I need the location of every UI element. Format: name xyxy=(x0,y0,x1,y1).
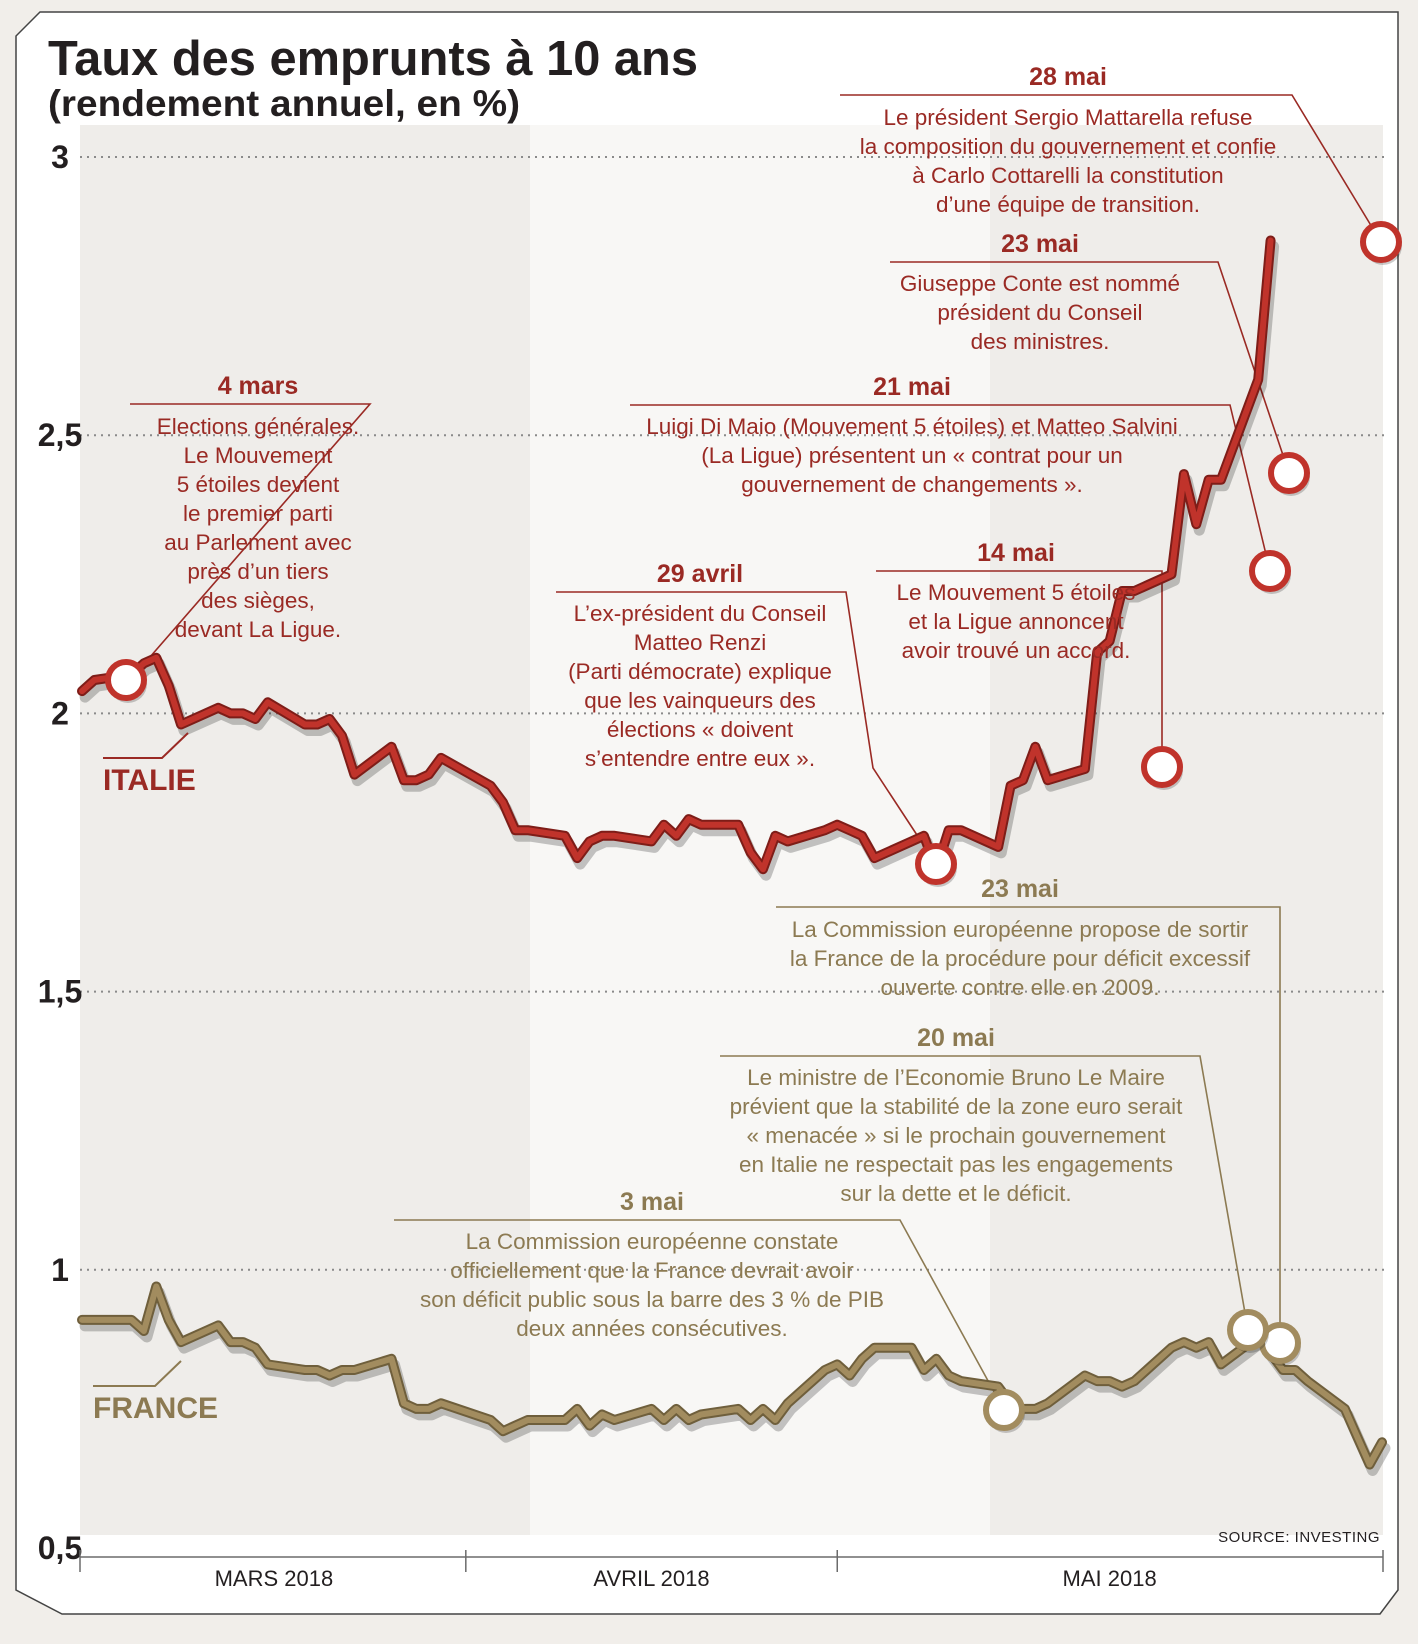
annotation-text-line: La Commission européenne propose de sort… xyxy=(792,917,1249,942)
annotation-leader xyxy=(556,591,937,865)
annotation-marker xyxy=(105,659,147,701)
annotation-marker xyxy=(1249,550,1291,592)
source-note: SOURCE: INVESTING xyxy=(1218,1529,1380,1546)
annotation-text-line: Giuseppe Conte est nommé xyxy=(900,271,1180,296)
annotation-text-line: deux années consécutives. xyxy=(516,1316,787,1341)
x-axis: MARS 2018 AVRIL 2018 MAI 2018 xyxy=(79,1550,1384,1591)
annotations: 4 mars Elections générales. Le Mouvement 5 … xyxy=(157,63,1277,1341)
annotation-leader xyxy=(890,261,1290,474)
annotation-leader xyxy=(394,1219,1005,1411)
chart-subtitle: (rendement annuel, en %) xyxy=(48,83,520,124)
annotation-text-line: gouvernement de changements ». xyxy=(741,472,1082,497)
annotation-date: 3 mai xyxy=(620,1188,684,1216)
annotation-markers xyxy=(105,221,1402,1433)
annotation-text-line: près d’un tiers xyxy=(187,559,328,584)
annotation-leader xyxy=(630,404,1271,572)
annotation-text-line: Matteo Renzi xyxy=(634,630,767,655)
y-axis: 3 2,5 2 1,5 1 0,5 xyxy=(38,139,82,1566)
y-tick-label: 1 xyxy=(51,1252,69,1288)
series-label-slash xyxy=(103,732,189,759)
annotation-leader xyxy=(720,1055,1249,1331)
x-tick-label: MARS 2018 xyxy=(215,1566,334,1591)
annotation-text-line: d’une équipe de transition. xyxy=(936,192,1200,217)
annotation-date: 29 avril xyxy=(657,560,743,588)
grid xyxy=(80,156,1385,1271)
annotation-date: 14 mai xyxy=(977,539,1055,567)
annotation-text-line: la composition du gouvernement et confie xyxy=(860,134,1277,159)
y-tick-label: 2,5 xyxy=(38,417,82,453)
annotation-text-line: (Parti démocrate) explique xyxy=(568,659,832,684)
annotation-date: 4 mars xyxy=(218,372,299,400)
annotation-text-line: au Parlement avec xyxy=(164,530,352,555)
series-label-italie: ITALIE xyxy=(103,764,196,797)
annotation-date: 23 mai xyxy=(1001,230,1079,258)
chart-title: Taux des emprunts à 10 ans xyxy=(48,32,698,86)
annotation-leader xyxy=(776,906,1281,1343)
annotation-marker xyxy=(1141,746,1183,788)
x-tick-label: AVRIL 2018 xyxy=(593,1566,709,1591)
annotation-leaders xyxy=(129,94,1382,1411)
annotation-text-line: devant La Ligue. xyxy=(175,617,341,642)
annotation-text-line: élections « doivent xyxy=(607,717,794,742)
annotation-text-line: avoir trouvé un accord. xyxy=(902,638,1131,663)
annotation-leader xyxy=(840,94,1382,243)
y-tick-label: 1,5 xyxy=(38,974,82,1010)
annotation-text-line: ouverte contre elle en 2009. xyxy=(881,975,1160,1000)
annotation-text-line: et la Ligue annoncent xyxy=(908,609,1124,634)
annotation-text-line: La Commission européenne constate xyxy=(466,1229,839,1254)
annotation-date: 20 mai xyxy=(917,1024,995,1052)
annotation-date: 21 mai xyxy=(873,373,951,401)
annotation-text-line: en Italie ne respectait pas les engageme… xyxy=(739,1152,1173,1177)
series-label-france: FRANCE xyxy=(93,1392,218,1425)
series-label-slash xyxy=(93,1360,182,1387)
y-tick-label: 3 xyxy=(51,139,69,175)
annotation-marker xyxy=(1227,1309,1269,1351)
series-shadow xyxy=(79,1287,1391,1476)
annotation-text-line: la France de la procédure pour déficit e… xyxy=(790,946,1251,971)
annotation-text-line: Le ministre de l’Economie Bruno Le Maire xyxy=(747,1065,1165,1090)
annotation-marker xyxy=(983,1389,1025,1431)
annotation-text-line: à Carlo Cottarelli la constitution xyxy=(912,163,1223,188)
annotation-text-line: (La Ligue) présentent un « contrat pour … xyxy=(701,443,1123,468)
plot-band-may xyxy=(990,125,1383,1535)
annotation-text-line: Le président Sergio Mattarella refuse xyxy=(884,105,1253,130)
series-line-france xyxy=(79,1283,1385,1468)
series xyxy=(77,235,1391,1476)
annotation-text-line: des ministres. xyxy=(971,329,1110,354)
annotation-text-line: 5 étoiles devient xyxy=(177,472,340,497)
annotation-leader xyxy=(129,403,372,681)
series-line-italie xyxy=(79,237,1274,873)
y-tick-label: 0,5 xyxy=(38,1530,82,1566)
annotation-text-line: Le Mouvement 5 étoiles xyxy=(897,580,1136,605)
annotation-marker xyxy=(915,843,957,885)
annotation-text-line: Luigi Di Maio (Mouvement 5 étoiles) et M… xyxy=(646,414,1178,439)
annotation-text-line: officiellement que la France devrait avo… xyxy=(450,1258,854,1283)
annotation-text-line: sur la dette et le déficit. xyxy=(840,1181,1071,1206)
series-labels: ITALIE FRANCE xyxy=(93,732,218,1425)
y-tick-label: 2 xyxy=(51,695,69,731)
annotation-text-line: le premier parti xyxy=(183,501,333,526)
annotation-text-line: L’ex-président du Conseil xyxy=(574,601,827,626)
annotation-date: 23 mai xyxy=(981,875,1059,903)
annotation-marker xyxy=(1268,452,1310,494)
annotation-marker xyxy=(1360,221,1402,263)
annotation-text-line: prévient que la stabilité de la zone eur… xyxy=(730,1094,1184,1119)
annotation-text-line: Le Mouvement xyxy=(184,443,334,468)
annotation-text-line: président du Conseil xyxy=(937,300,1142,325)
annotation-text-line: s’entendre entre eux ». xyxy=(585,746,815,771)
x-tick-label: MAI 2018 xyxy=(1063,1566,1157,1591)
annotation-text-line: Elections générales. xyxy=(157,414,360,439)
annotation-text-line: des sièges, xyxy=(201,588,315,613)
annotation-text-line: que les vainqueurs des xyxy=(584,688,815,713)
annotation-leader xyxy=(876,570,1163,767)
annotation-text-line: son déficit public sous la barre des 3 %… xyxy=(420,1287,884,1312)
annotation-text-line: « menacée » si le prochain gouvernement xyxy=(746,1123,1166,1148)
annotation-date: 28 mai xyxy=(1029,63,1107,91)
